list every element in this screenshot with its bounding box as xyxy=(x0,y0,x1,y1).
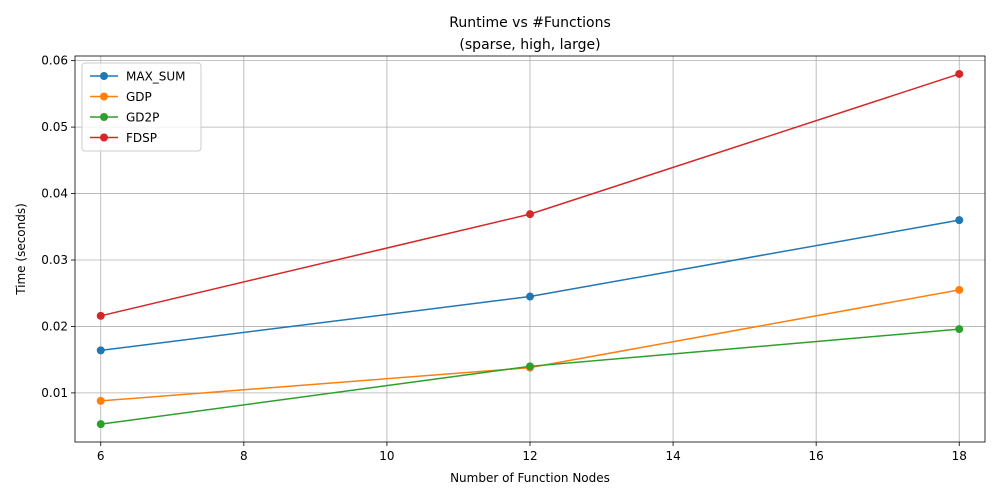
data-point-fdsp xyxy=(96,311,105,320)
x-axis-label: Number of Function Nodes xyxy=(450,471,610,485)
y-tick-label: 0.01 xyxy=(41,386,68,400)
y-tick-label: 0.02 xyxy=(41,319,68,333)
data-point-max-sum xyxy=(526,292,534,301)
data-point-gd2p xyxy=(955,325,964,334)
grid xyxy=(75,56,985,442)
legend-label-fdsp: FDSP xyxy=(126,131,157,145)
y-axis-ticks: 0.01 0.02 0.03 0.04 0.05 0.06 xyxy=(41,54,75,400)
legend-label-max-sum: MAX_SUM xyxy=(126,70,186,84)
data-point-gdp xyxy=(955,285,964,294)
legend-label-gdp: GDP xyxy=(126,90,152,104)
chart-subtitle: (sparse, high, large) xyxy=(459,37,600,53)
legend-frame xyxy=(81,62,202,152)
x-tick-label: 6 xyxy=(97,449,105,463)
x-tick-label: 14 xyxy=(665,449,680,463)
chart-title: Runtime vs #Functions xyxy=(449,15,611,31)
data-point-max-sum xyxy=(955,216,964,225)
y-axis-label: Time (seconds) xyxy=(14,203,28,296)
series-layer xyxy=(96,69,964,429)
x-tick-label: 16 xyxy=(809,449,824,463)
legend-marker-gd2p xyxy=(100,113,108,121)
legend-label-gd2p: GD2P xyxy=(126,111,159,125)
legend-marker-fdsp xyxy=(100,133,108,142)
y-tick-label: 0.05 xyxy=(41,120,68,134)
x-tick-label: 18 xyxy=(952,449,967,463)
data-point-gd2p xyxy=(526,362,534,371)
y-tick-label: 0.03 xyxy=(41,253,68,267)
legend-marker-max-sum xyxy=(100,72,108,80)
y-tick-label: 0.04 xyxy=(41,187,68,201)
x-axis-ticks: 6 8 10 12 14 16 18 xyxy=(97,442,967,463)
x-tick-label: 10 xyxy=(379,449,394,463)
legend: MAX_SUM GDP GD2P FDSP xyxy=(81,62,202,152)
legend-marker-gdp xyxy=(100,92,108,101)
data-point-fdsp xyxy=(526,210,534,219)
data-point-gdp xyxy=(96,396,105,405)
x-tick-label: 8 xyxy=(240,449,248,463)
x-tick-label: 12 xyxy=(522,449,537,463)
data-point-fdsp xyxy=(955,69,964,78)
data-point-gd2p xyxy=(96,420,105,429)
y-tick-label: 0.06 xyxy=(41,54,68,68)
data-point-max-sum xyxy=(96,346,105,355)
